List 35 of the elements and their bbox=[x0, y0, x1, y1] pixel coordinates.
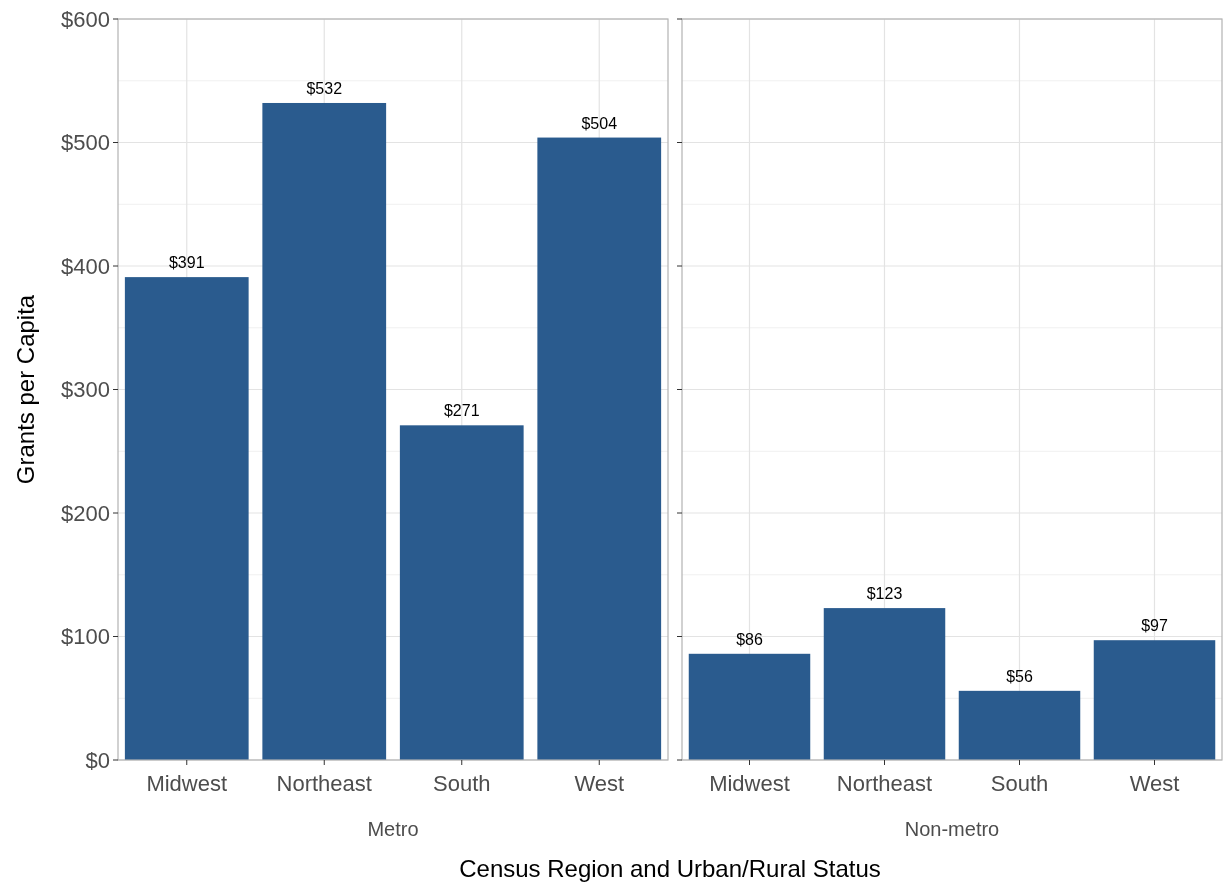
bar bbox=[124, 277, 249, 760]
x-tick-label: South bbox=[990, 771, 1049, 796]
x-tick-label: West bbox=[574, 771, 625, 796]
x-tick-label: West bbox=[1129, 771, 1180, 796]
bar bbox=[1093, 640, 1216, 760]
data-label: $56 bbox=[1006, 667, 1033, 685]
y-tick-label: $200 bbox=[61, 500, 110, 526]
y-axis-title: Grants per Capita bbox=[12, 294, 39, 485]
y-tick-label: $400 bbox=[61, 253, 110, 279]
x-axis-title: Non-metro bbox=[904, 818, 1000, 840]
data-label: $86 bbox=[736, 630, 763, 648]
data-label: $123 bbox=[866, 585, 903, 603]
y-tick-label: $300 bbox=[61, 377, 110, 403]
text: Census Region and Urban/Rural Status bbox=[459, 855, 881, 882]
bar bbox=[823, 608, 946, 760]
data-label: $97 bbox=[1141, 617, 1168, 635]
x-axis-title: Metro bbox=[367, 818, 419, 840]
bar bbox=[958, 690, 1081, 760]
bar bbox=[399, 425, 524, 760]
data-label: $504 bbox=[581, 114, 618, 132]
data-label: $391 bbox=[168, 254, 205, 272]
bar bbox=[262, 102, 387, 760]
x-tick-label: Midwest bbox=[709, 771, 790, 796]
bar bbox=[537, 137, 662, 760]
y-tick-label: $0 bbox=[85, 747, 110, 773]
x-tick-label: South bbox=[433, 771, 491, 796]
x-tick-label: Midwest bbox=[146, 771, 228, 796]
y-tick-label: $600 bbox=[61, 6, 110, 32]
y-tick-label: $500 bbox=[61, 130, 110, 156]
bar bbox=[688, 653, 811, 760]
data-label: $532 bbox=[306, 79, 343, 97]
y-tick-label: $100 bbox=[61, 624, 110, 650]
x-tick-label: Northeast bbox=[276, 771, 372, 796]
data-label: $271 bbox=[443, 402, 480, 420]
x-tick-label: Northeast bbox=[836, 771, 933, 796]
